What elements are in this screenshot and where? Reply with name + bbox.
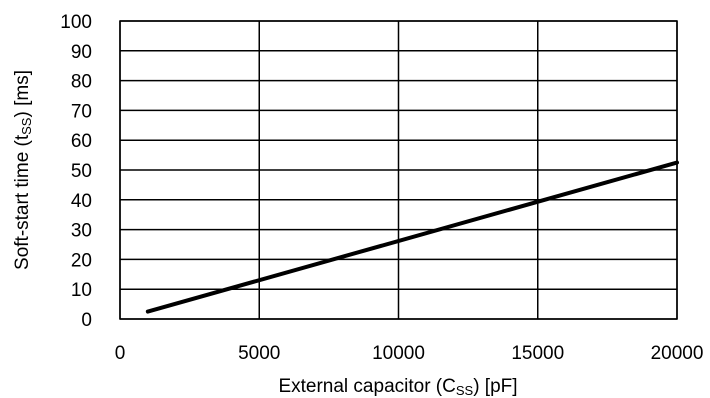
y-tick-label: 90	[71, 42, 92, 63]
x-tick-label: 20000	[651, 343, 704, 364]
y-tick-label: 100	[60, 12, 92, 33]
x-tick-label: 15000	[511, 343, 564, 364]
y-tick-label: 30	[71, 221, 92, 242]
x-axis-label-prefix: External capacitor (C	[278, 376, 455, 397]
y-tick-label: 60	[71, 131, 92, 152]
x-axis-label-suffix: ) [pF]	[473, 376, 517, 397]
y-tick-label: 0	[81, 310, 92, 331]
x-tick-label: 0	[115, 343, 126, 364]
y-axis-label-prefix: Soft-start time (t	[12, 134, 33, 270]
y-tick-label: 70	[71, 101, 92, 122]
series-line	[145, 160, 679, 314]
x-tick-labels: 0 5000 10000 15000 20000	[115, 343, 704, 364]
y-tick-label: 80	[71, 72, 92, 93]
x-tick-label: 5000	[238, 343, 280, 364]
y-tick-labels: 0 10 20 30 40 50 60 70 80 90 100	[60, 12, 92, 331]
y-axis-label-sub: SS	[19, 117, 34, 135]
y-tick-label: 10	[71, 280, 92, 301]
x-axis-label: External capacitor (CSS) [pF]	[278, 376, 517, 398]
plot-border	[119, 20, 678, 320]
x-axis-label-sub: SS	[456, 383, 474, 398]
y-tick-label: 40	[71, 191, 92, 212]
y-axis-label: Soft-start time (tSS) [ms]	[12, 70, 34, 270]
y-tick-label: 50	[71, 161, 92, 182]
y-tick-label: 20	[71, 250, 92, 271]
x-tick-label: 10000	[372, 343, 425, 364]
y-axis-label-suffix: ) [ms]	[12, 70, 33, 118]
series-layer	[145, 160, 679, 314]
